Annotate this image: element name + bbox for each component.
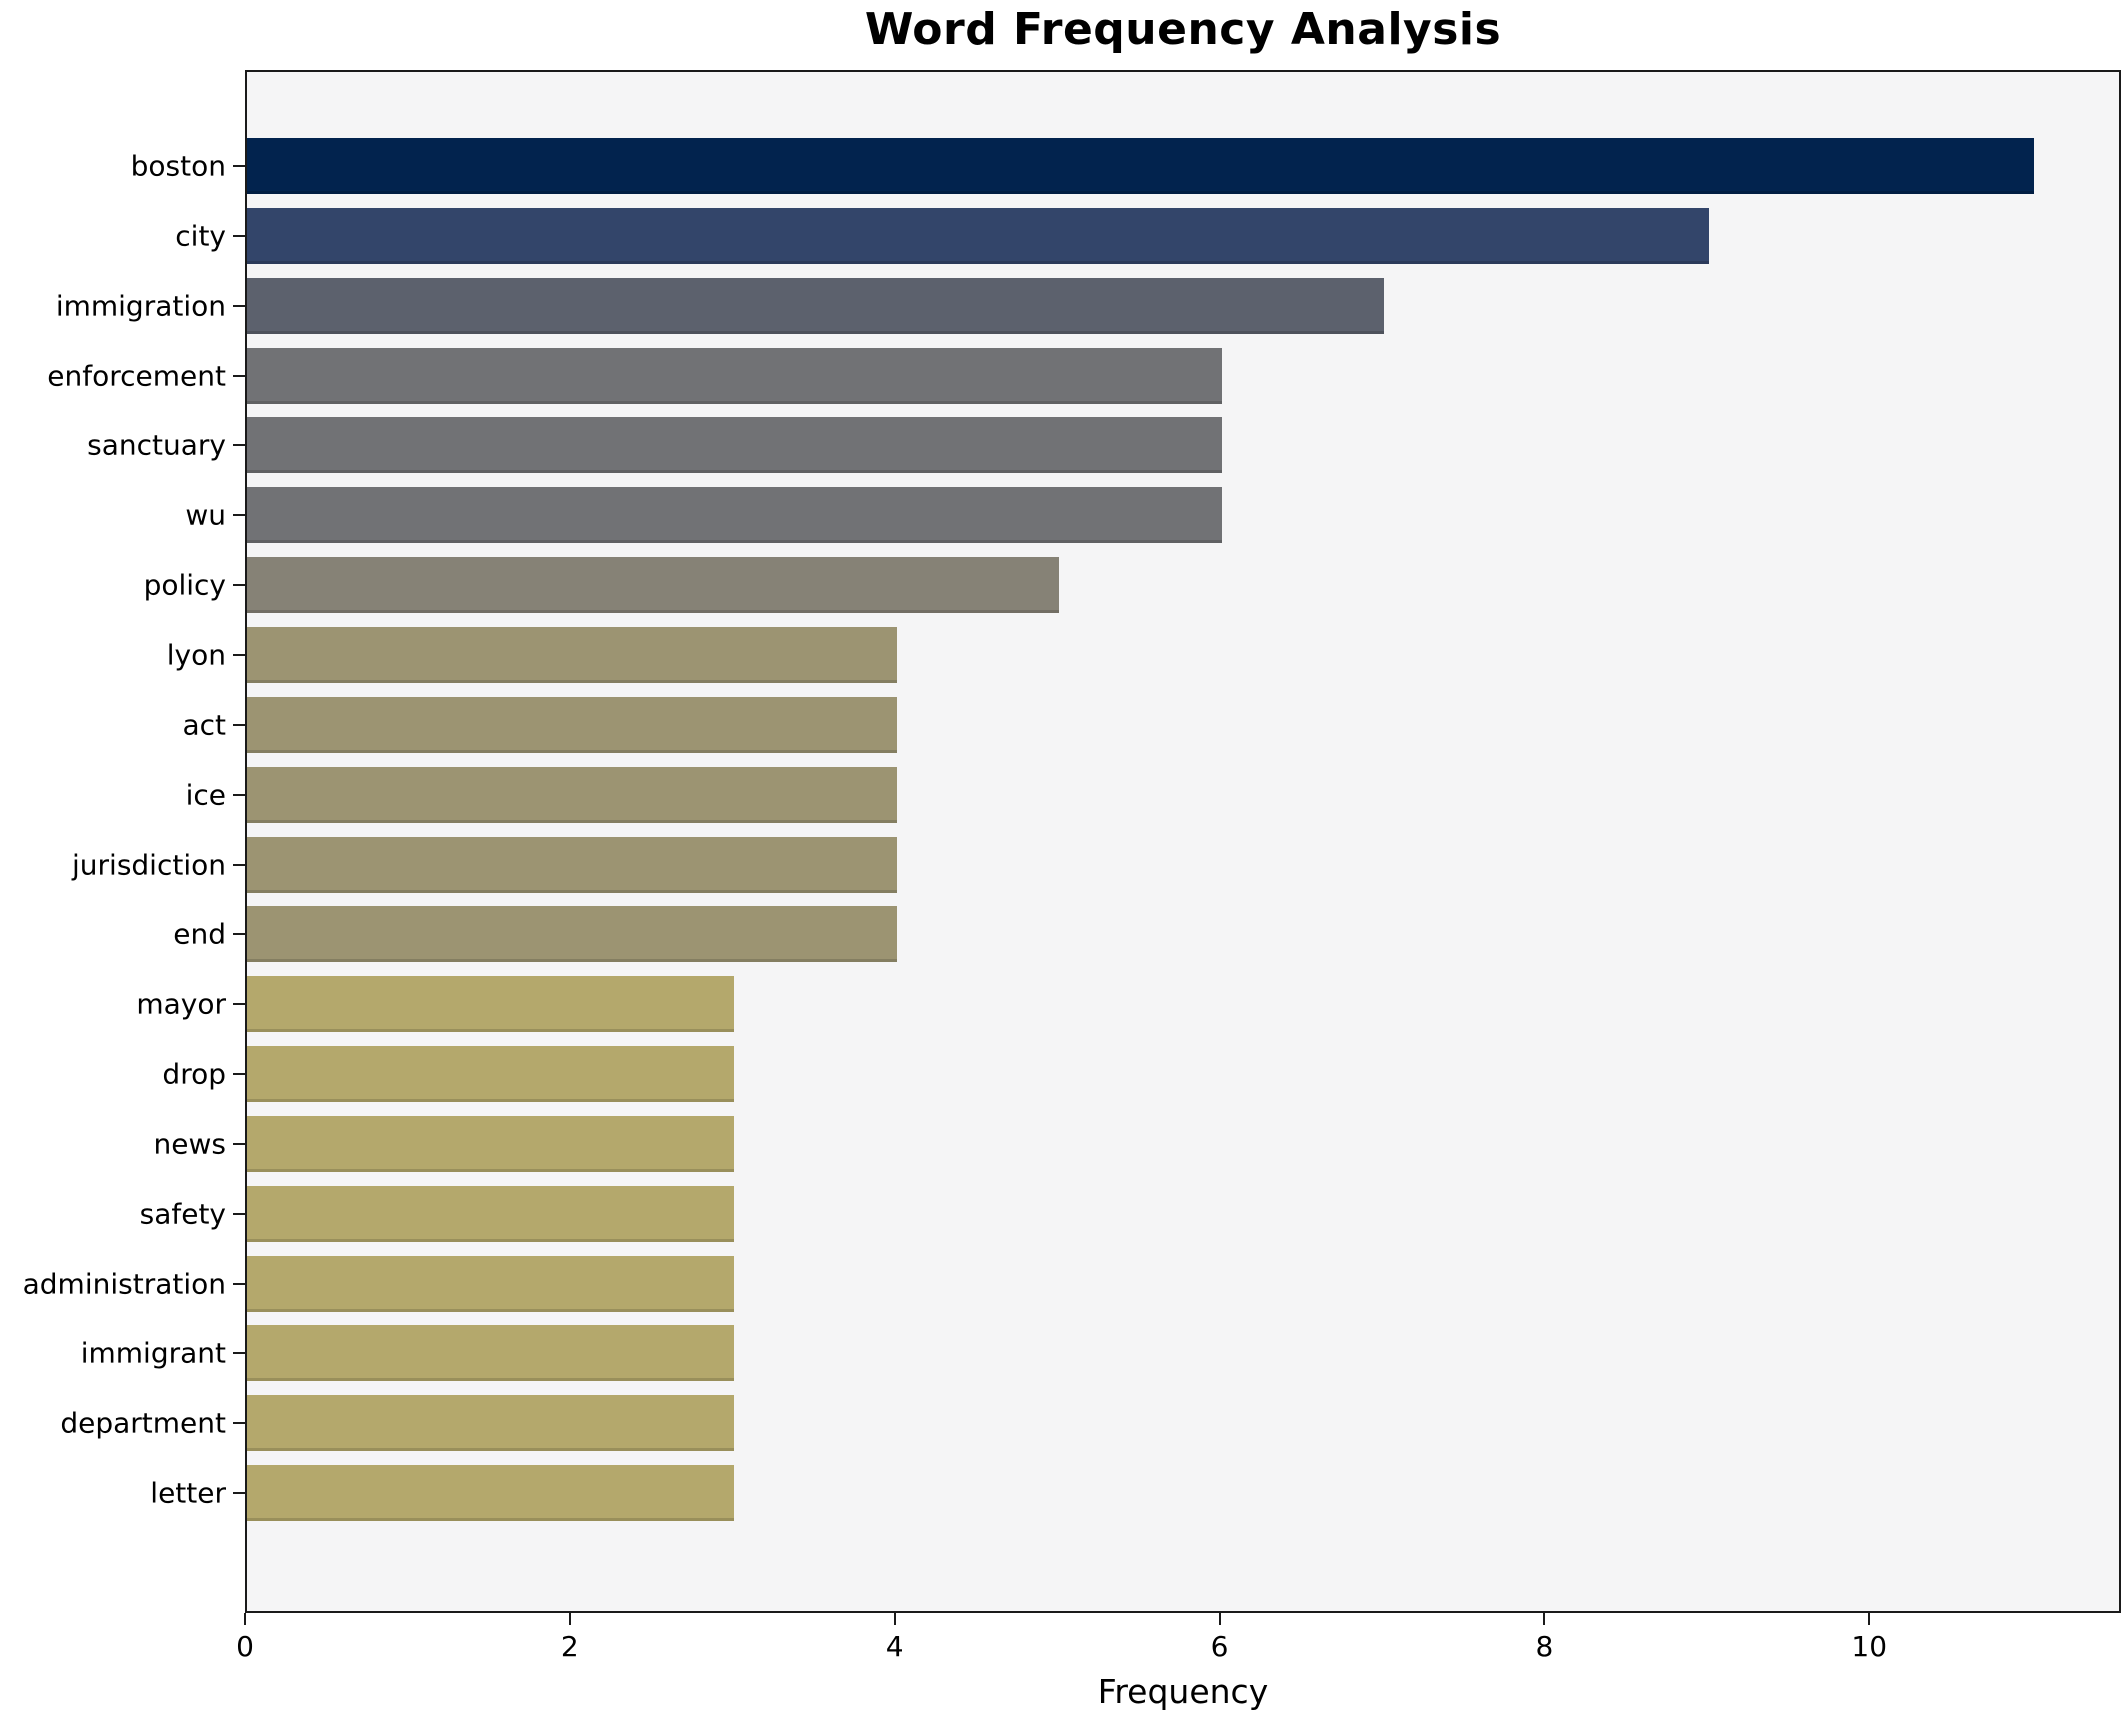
xtick-label-4: 4: [885, 1630, 904, 1663]
ytick-mark: [233, 234, 245, 237]
bar-immigration: [247, 277, 1384, 334]
bar-ice: [247, 766, 897, 823]
bar-department: [247, 1395, 735, 1452]
bar-act: [247, 696, 897, 753]
ylabel-immigration: immigration: [55, 289, 226, 323]
bar-news: [247, 1115, 735, 1172]
ytick-mark: [233, 165, 245, 167]
xtick-mark: [568, 1613, 571, 1625]
ytick-mark: [233, 793, 245, 796]
ylabel-city: city: [175, 219, 226, 253]
ytick-mark: [233, 444, 245, 447]
xtick-label-10: 10: [1851, 1630, 1888, 1663]
ylabel-policy: policy: [143, 568, 226, 602]
ylabel-ice: ice: [185, 778, 226, 812]
ytick-mark: [233, 1142, 245, 1145]
ylabel-letter: letter: [150, 1476, 226, 1510]
ylabel-safety: safety: [139, 1197, 226, 1231]
bar-city: [247, 207, 1709, 264]
bar-safety: [247, 1185, 735, 1242]
ytick-mark: [233, 723, 245, 726]
bar-end: [247, 906, 897, 963]
ylabel-news: news: [153, 1127, 226, 1161]
ytick-mark: [233, 374, 245, 377]
bar-immigrant: [247, 1325, 735, 1382]
ytick-mark: [233, 584, 245, 587]
bar-drop: [247, 1046, 735, 1103]
ylabel-lyon: lyon: [166, 638, 226, 672]
ylabel-act: act: [182, 708, 226, 742]
bar-jurisdiction: [247, 836, 897, 893]
ylabel-jurisdiction: jurisdiction: [72, 848, 226, 881]
xtick-label-0: 0: [236, 1630, 254, 1663]
bar-enforcement: [247, 347, 1222, 404]
xtick-mark: [893, 1613, 896, 1625]
ylabel-end: end: [173, 917, 226, 951]
ylabel-mayor: mayor: [136, 987, 226, 1021]
ylabel-boston: boston: [130, 149, 226, 183]
x-axis-title: Frequency: [1097, 1672, 1269, 1711]
bar-boston: [247, 138, 2034, 194]
ytick-mark: [233, 1003, 245, 1006]
ytick-mark: [233, 304, 245, 307]
xtick-mark: [244, 1613, 246, 1625]
xtick-label-6: 6: [1210, 1630, 1229, 1663]
ylabel-immigrant: immigrant: [80, 1336, 226, 1370]
ytick-mark: [233, 863, 245, 866]
ylabel-sanctuary: sanctuary: [87, 428, 226, 462]
bar-policy: [247, 557, 1060, 614]
xtick-mark: [1218, 1613, 1221, 1625]
bar-mayor: [247, 976, 735, 1033]
xtick-mark: [1868, 1613, 1871, 1625]
ytick-mark: [233, 1212, 245, 1215]
xtick-label-2: 2: [560, 1630, 579, 1663]
ylabel-administration: administration: [22, 1267, 226, 1301]
xtick-mark: [1543, 1613, 1546, 1625]
ytick-mark: [233, 933, 245, 936]
bar-wu: [247, 487, 1222, 544]
ylabel-drop: drop: [162, 1057, 226, 1091]
xtick-label-8: 8: [1535, 1630, 1554, 1663]
bar-administration: [247, 1255, 735, 1312]
bar-lyon: [247, 626, 897, 683]
ylabel-wu: wu: [185, 498, 226, 532]
ytick-mark: [233, 514, 245, 517]
ytick-mark: [233, 1492, 245, 1495]
bar-letter: [247, 1465, 735, 1522]
chart-title: Word Frequency Analysis: [864, 4, 1502, 55]
ytick-mark: [233, 1352, 245, 1355]
bar-sanctuary: [247, 417, 1222, 474]
ytick-mark: [233, 1073, 245, 1076]
ytick-mark: [233, 1282, 245, 1285]
ylabel-enforcement: enforcement: [47, 359, 226, 393]
ytick-mark: [233, 1422, 245, 1425]
ytick-mark: [233, 653, 245, 656]
ylabel-department: department: [60, 1406, 226, 1440]
